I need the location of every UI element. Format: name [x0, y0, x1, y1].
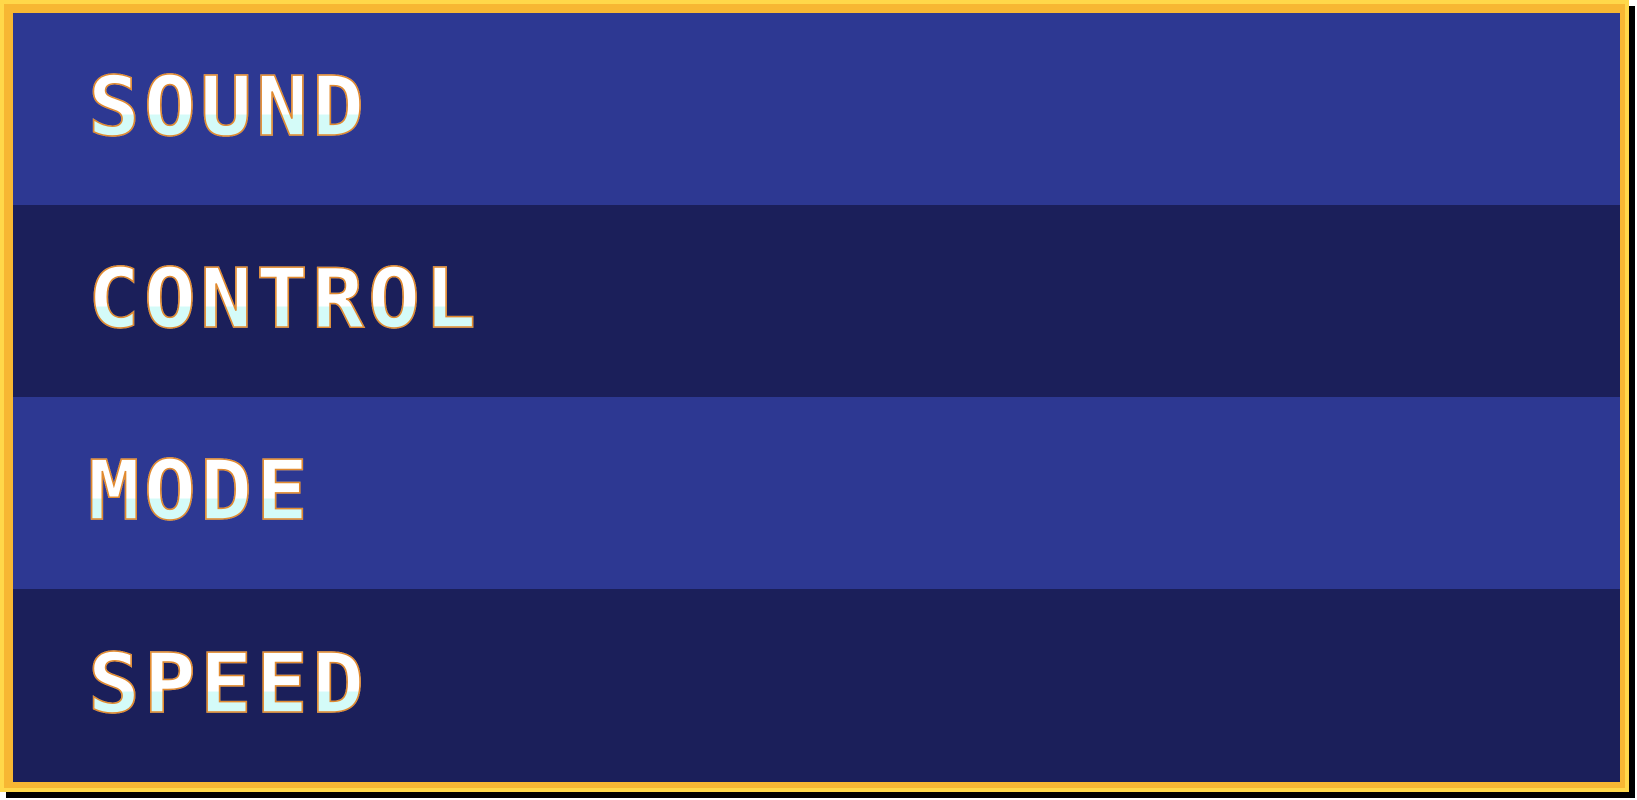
- menu-item-speed-label: SPEED: [87, 636, 369, 732]
- menu-item-sound-label: SOUND: [87, 60, 369, 155]
- menu-item-speed[interactable]: SPEED: [13, 589, 1620, 782]
- menu-item-control-label: CONTROL: [87, 252, 481, 347]
- menu-item-mode[interactable]: MODE: [13, 397, 1620, 589]
- menu-item-sound[interactable]: SOUND: [13, 13, 1620, 205]
- menu-item-control[interactable]: CONTROL: [13, 205, 1620, 397]
- menu-item-mode-label: MODE: [87, 444, 313, 539]
- options-menu-list: SOUND CONTROL MODE SPEED: [13, 13, 1620, 782]
